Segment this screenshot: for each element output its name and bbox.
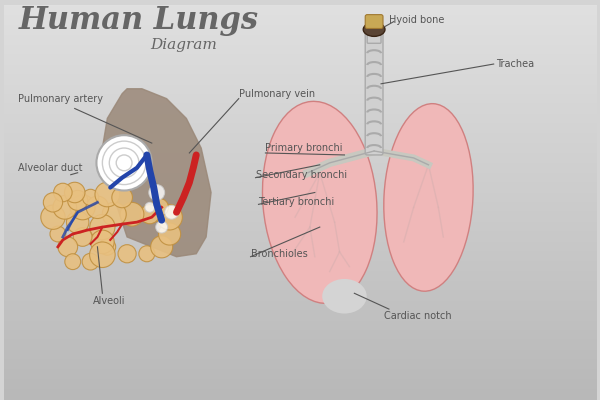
Circle shape <box>58 237 77 256</box>
Circle shape <box>72 197 93 218</box>
Circle shape <box>65 254 81 270</box>
Circle shape <box>96 236 118 258</box>
Circle shape <box>62 180 87 205</box>
Circle shape <box>66 189 89 212</box>
Text: Diagram: Diagram <box>150 38 217 52</box>
Circle shape <box>47 223 69 245</box>
Circle shape <box>72 226 94 248</box>
Circle shape <box>90 230 115 254</box>
Text: Hyoid bone: Hyoid bone <box>389 14 445 24</box>
Circle shape <box>149 234 174 259</box>
Circle shape <box>149 184 164 200</box>
Text: Pulmonary vein: Pulmonary vein <box>239 89 315 99</box>
Circle shape <box>101 202 127 227</box>
Text: Trachea: Trachea <box>496 59 534 69</box>
Circle shape <box>97 135 152 190</box>
Circle shape <box>92 245 112 264</box>
Text: Primary bronchi: Primary bronchi <box>265 143 343 153</box>
Text: Human Lungs: Human Lungs <box>19 6 259 36</box>
Circle shape <box>54 184 72 202</box>
Circle shape <box>44 193 62 211</box>
Circle shape <box>80 251 101 272</box>
Circle shape <box>145 202 155 212</box>
Ellipse shape <box>363 22 385 36</box>
Circle shape <box>86 196 109 219</box>
Text: Tertiary bronchi: Tertiary bronchi <box>259 197 335 207</box>
Ellipse shape <box>322 279 367 314</box>
FancyBboxPatch shape <box>365 32 383 155</box>
Circle shape <box>156 221 167 233</box>
Circle shape <box>164 205 178 219</box>
Text: Bronchioles: Bronchioles <box>251 249 307 259</box>
Circle shape <box>124 206 140 223</box>
Circle shape <box>158 206 181 228</box>
Polygon shape <box>103 89 211 257</box>
Circle shape <box>97 185 117 204</box>
Ellipse shape <box>384 104 473 291</box>
Circle shape <box>67 211 89 233</box>
Circle shape <box>118 245 136 262</box>
Circle shape <box>150 198 169 217</box>
FancyBboxPatch shape <box>365 15 383 28</box>
Text: Alveoli: Alveoli <box>92 296 125 306</box>
Text: Pulmonary artery: Pulmonary artery <box>19 94 103 104</box>
Circle shape <box>92 216 113 238</box>
Text: Secondary bronchi: Secondary bronchi <box>256 170 347 180</box>
Circle shape <box>141 206 158 223</box>
Ellipse shape <box>262 101 377 303</box>
Circle shape <box>80 187 101 208</box>
Text: Cardiac notch: Cardiac notch <box>384 311 452 321</box>
Circle shape <box>113 189 131 206</box>
Circle shape <box>55 198 74 217</box>
Circle shape <box>41 205 65 230</box>
Text: Alveolar duct: Alveolar duct <box>19 163 83 173</box>
FancyBboxPatch shape <box>367 28 381 43</box>
Circle shape <box>160 224 179 244</box>
Circle shape <box>134 241 160 266</box>
